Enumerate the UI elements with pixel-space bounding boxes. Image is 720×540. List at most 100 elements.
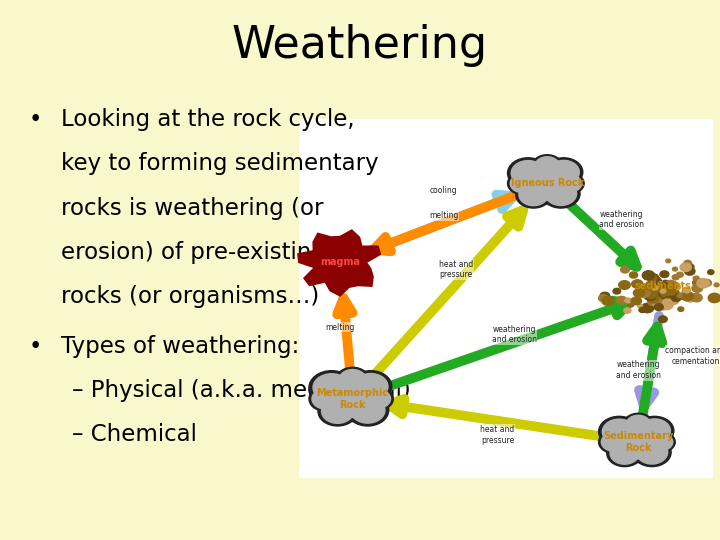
Circle shape	[624, 308, 631, 313]
Circle shape	[667, 287, 673, 292]
Circle shape	[511, 160, 545, 186]
Circle shape	[648, 432, 675, 453]
Circle shape	[631, 297, 642, 305]
Circle shape	[636, 416, 674, 445]
Circle shape	[658, 287, 671, 296]
Circle shape	[336, 367, 369, 392]
Circle shape	[666, 288, 676, 295]
Circle shape	[644, 292, 656, 300]
Circle shape	[660, 293, 670, 299]
Circle shape	[658, 283, 670, 292]
Circle shape	[692, 284, 703, 292]
Circle shape	[637, 284, 647, 291]
Circle shape	[354, 374, 388, 400]
Text: Looking at the rock cycle,: Looking at the rock cycle,	[61, 108, 355, 131]
Text: Metamorphic
Rock: Metamorphic Rock	[317, 388, 389, 410]
Circle shape	[693, 279, 703, 287]
Circle shape	[662, 293, 673, 302]
Circle shape	[691, 294, 702, 302]
Circle shape	[670, 299, 675, 303]
Circle shape	[520, 163, 575, 204]
Circle shape	[645, 284, 652, 288]
Bar	[299, 119, 713, 478]
Circle shape	[366, 390, 390, 408]
Circle shape	[616, 296, 626, 304]
Text: rocks is weathering (or: rocks is weathering (or	[61, 197, 324, 220]
Circle shape	[662, 287, 670, 293]
Circle shape	[657, 292, 663, 296]
Circle shape	[658, 287, 668, 295]
Circle shape	[629, 272, 638, 278]
Text: heat and
pressure: heat and pressure	[480, 425, 515, 444]
Text: Weathering: Weathering	[232, 24, 488, 68]
Circle shape	[668, 283, 673, 287]
Text: magma: magma	[320, 258, 360, 267]
Circle shape	[666, 259, 670, 262]
Circle shape	[351, 397, 385, 423]
Circle shape	[663, 288, 669, 293]
Circle shape	[681, 292, 693, 301]
Circle shape	[346, 394, 389, 426]
Circle shape	[535, 157, 559, 176]
Circle shape	[678, 294, 683, 298]
Circle shape	[693, 276, 699, 281]
Circle shape	[508, 172, 538, 195]
Circle shape	[662, 291, 669, 295]
Circle shape	[328, 380, 377, 417]
Polygon shape	[298, 230, 380, 296]
Circle shape	[685, 267, 695, 275]
Circle shape	[670, 298, 678, 305]
Circle shape	[646, 281, 655, 288]
Circle shape	[598, 431, 629, 453]
Circle shape	[559, 175, 582, 192]
Circle shape	[662, 282, 668, 287]
Circle shape	[603, 419, 636, 444]
Circle shape	[667, 282, 680, 291]
Circle shape	[708, 293, 720, 302]
Text: compaction and
cementation: compaction and cementation	[665, 346, 720, 366]
Circle shape	[309, 387, 342, 411]
Text: sediments: sediments	[635, 281, 691, 291]
Circle shape	[625, 298, 631, 303]
Circle shape	[624, 413, 653, 436]
Circle shape	[680, 292, 688, 298]
Circle shape	[646, 286, 652, 290]
Circle shape	[525, 167, 570, 200]
Text: weathering
and erosion: weathering and erosion	[616, 361, 661, 380]
Circle shape	[610, 442, 639, 464]
Text: erosion) of pre-existing: erosion) of pre-existing	[61, 241, 326, 264]
Circle shape	[602, 296, 614, 306]
Circle shape	[616, 425, 661, 459]
Circle shape	[312, 389, 339, 409]
Circle shape	[669, 284, 677, 289]
Circle shape	[677, 272, 683, 277]
Circle shape	[657, 289, 667, 296]
Circle shape	[309, 370, 354, 404]
Circle shape	[653, 288, 664, 296]
Circle shape	[645, 288, 657, 297]
Circle shape	[660, 271, 669, 278]
Circle shape	[640, 306, 647, 312]
Circle shape	[532, 154, 562, 177]
Circle shape	[667, 284, 677, 291]
Circle shape	[672, 275, 679, 280]
Circle shape	[659, 288, 667, 294]
Circle shape	[636, 441, 667, 464]
Text: rocks (or organisms…): rocks (or organisms…)	[61, 285, 320, 308]
Circle shape	[508, 158, 549, 188]
Circle shape	[323, 376, 383, 421]
Circle shape	[665, 280, 677, 289]
Circle shape	[645, 289, 657, 298]
Text: •: •	[29, 335, 42, 358]
Circle shape	[639, 288, 647, 294]
Circle shape	[642, 271, 654, 280]
Circle shape	[516, 181, 552, 208]
Circle shape	[660, 300, 673, 309]
Circle shape	[678, 295, 684, 299]
Text: melting: melting	[325, 322, 355, 332]
Circle shape	[660, 290, 665, 294]
Circle shape	[660, 305, 666, 310]
Circle shape	[672, 267, 678, 271]
Circle shape	[557, 173, 584, 194]
Circle shape	[638, 304, 642, 308]
